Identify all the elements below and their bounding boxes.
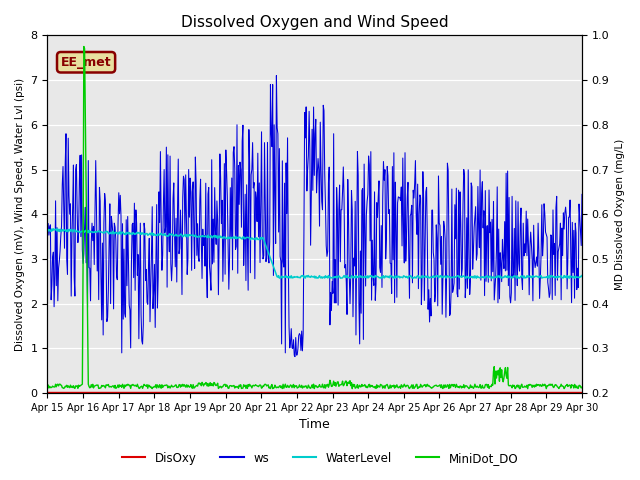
X-axis label: Time: Time [300,419,330,432]
Text: EE_met: EE_met [61,56,111,69]
Y-axis label: MD Dissolved Oxygen (mg/L): MD Dissolved Oxygen (mg/L) [615,139,625,290]
Legend: DisOxy, ws, WaterLevel, MiniDot_DO: DisOxy, ws, WaterLevel, MiniDot_DO [117,447,523,469]
Y-axis label: Dissolved Oxygen (mV), Wind Speed, Water Lvl (psi): Dissolved Oxygen (mV), Wind Speed, Water… [15,78,25,351]
Title: Dissolved Oxygen and Wind Speed: Dissolved Oxygen and Wind Speed [181,15,449,30]
